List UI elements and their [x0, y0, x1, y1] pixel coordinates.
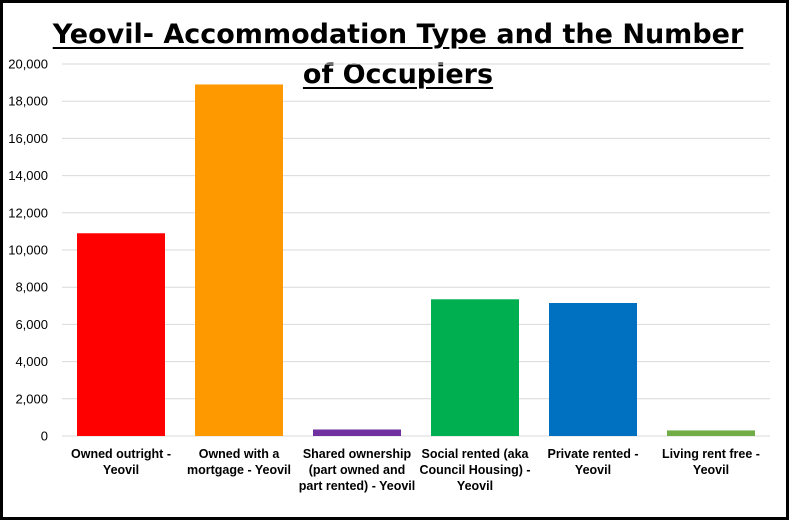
bar [313, 429, 401, 436]
y-tick-label: 12,000 [8, 205, 48, 220]
gridlines [62, 63, 770, 437]
bar [77, 233, 165, 436]
x-category-label: Shared ownership (part owned and part re… [298, 447, 416, 493]
y-tick-label: 4,000 [15, 354, 48, 369]
x-category-label: Private rented - Yeovil [547, 447, 639, 477]
y-tick-label: 14,000 [8, 168, 48, 183]
y-axis-tick-labels: 0 2,000 4,000 6,000 8,000 10,000 12,000 14,000 1… [8, 57, 48, 444]
y-tick-label: 2,000 [15, 391, 48, 406]
bar [549, 303, 637, 436]
bar [431, 299, 519, 436]
x-category-label: Owned outright - Yeovil [71, 447, 171, 477]
bar [195, 84, 283, 437]
bar [667, 430, 755, 436]
y-tick-label: 6,000 [15, 317, 48, 332]
chart-title-line-1: Yeovil- Accommodation Type and the Numbe… [52, 19, 744, 50]
x-category-label: Social rented (aka Council Housing) - Ye… [419, 447, 531, 493]
x-category-label: Owned with a mortgage - Yeovil [187, 447, 291, 477]
y-tick-label: 20,000 [8, 57, 48, 72]
bars [77, 84, 755, 437]
x-category-label: Living rent free - Yeovil [662, 447, 760, 477]
y-tick-label: 0 [41, 429, 48, 444]
y-tick-label: 10,000 [8, 243, 48, 258]
y-tick-label: 8,000 [15, 280, 48, 295]
y-tick-label: 18,000 [8, 94, 48, 109]
y-tick-label: 16,000 [8, 131, 48, 146]
